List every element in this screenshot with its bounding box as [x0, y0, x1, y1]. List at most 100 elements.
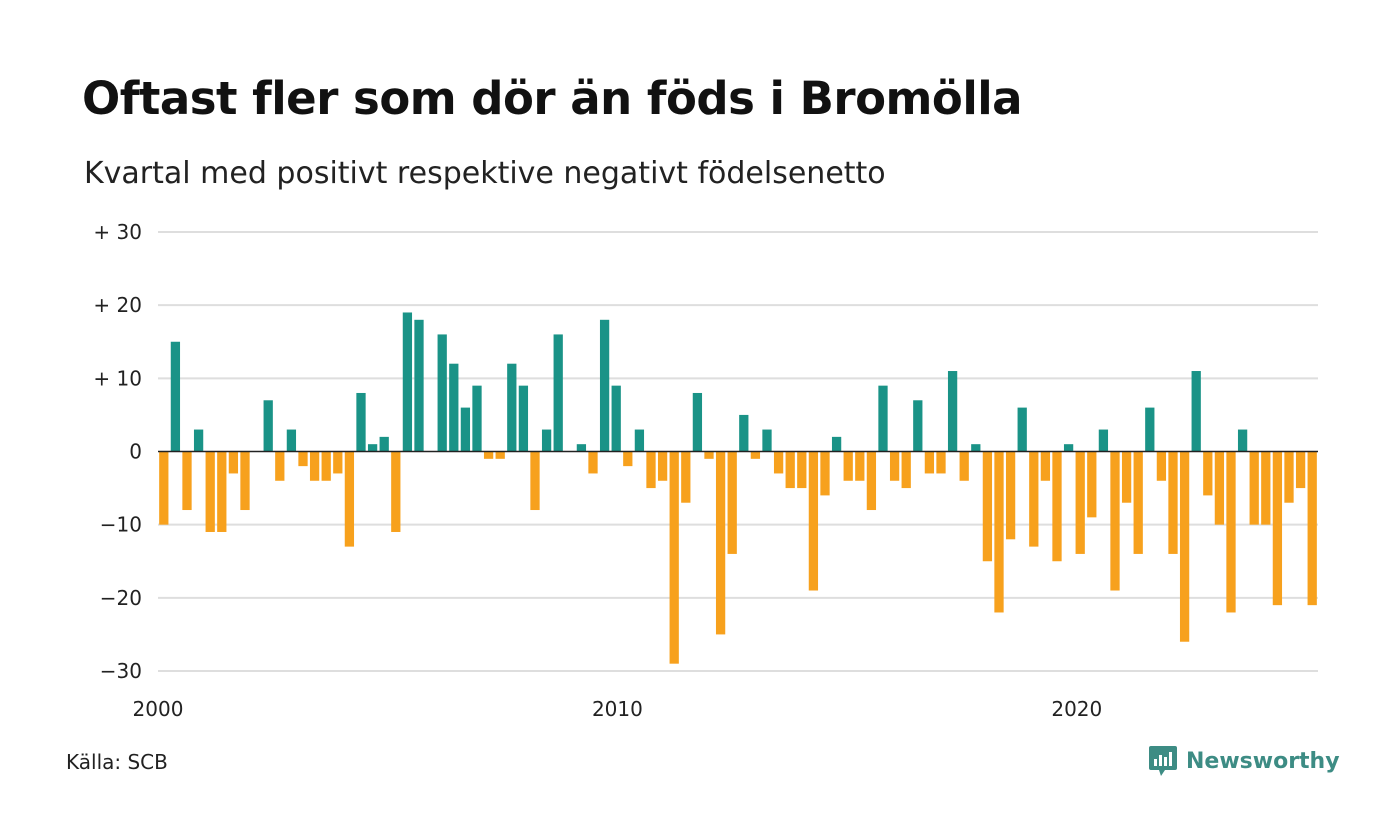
newsworthy-logo[interactable]: Newsworthy [1148, 744, 1340, 778]
bar [994, 451, 1004, 613]
bar [808, 451, 819, 591]
bar-chart: + 30 + 20 + 10 0 −10 −20 −30 2000 2010 2020 [93, 220, 1318, 721]
bar [530, 451, 540, 511]
bar [750, 451, 761, 459]
bar [797, 451, 807, 489]
bar [611, 385, 621, 452]
bar [681, 451, 691, 503]
bar [298, 451, 308, 467]
bar [646, 451, 656, 489]
bar [205, 451, 215, 532]
bar [356, 392, 366, 452]
bar [1110, 451, 1120, 591]
bar [669, 451, 679, 664]
source-label: Källa: SCB [66, 750, 168, 774]
bar [588, 451, 598, 474]
bar [437, 334, 447, 452]
bar [553, 334, 563, 452]
bar [982, 451, 993, 562]
bar [727, 451, 737, 554]
bar [1237, 429, 1248, 452]
bar [541, 429, 552, 452]
y-tick-label: −20 [100, 586, 142, 610]
bar [193, 429, 204, 452]
bar [971, 444, 981, 452]
gridlines [158, 231, 1318, 672]
bar [576, 444, 587, 452]
y-tick-label: −30 [100, 659, 142, 683]
bar [704, 451, 714, 459]
bar [843, 451, 853, 481]
bar [1075, 451, 1085, 554]
bar [275, 451, 285, 481]
bar [1005, 451, 1016, 540]
bar [1226, 451, 1236, 613]
chart-title: Oftast fler som dör än föds i Bromölla [82, 72, 1023, 125]
bar [1179, 451, 1190, 642]
chart-subtitle: Kvartal med positivt respektive negativt… [84, 156, 886, 191]
bar [1214, 451, 1225, 525]
bar [309, 451, 320, 481]
bar [878, 385, 888, 452]
bar [1191, 371, 1201, 452]
bar [1029, 451, 1039, 547]
bar [1272, 451, 1283, 606]
x-tick-label: 2000 [133, 697, 184, 721]
bar [739, 414, 749, 452]
bar [1249, 451, 1259, 525]
bar [1307, 451, 1317, 606]
bar [240, 451, 250, 511]
newsworthy-logo-icon [1149, 746, 1177, 776]
bar [1284, 451, 1294, 503]
bar [414, 319, 424, 452]
bars [158, 312, 1318, 664]
bar [367, 444, 378, 452]
bar [1017, 407, 1027, 452]
bar [831, 436, 842, 452]
bar [449, 363, 459, 452]
bar [1168, 451, 1178, 554]
bar [182, 451, 192, 511]
bar [913, 400, 923, 452]
bar [855, 451, 865, 481]
bar [472, 385, 482, 452]
bar [762, 429, 772, 452]
bar [623, 451, 633, 467]
y-tick-label: + 20 [93, 293, 142, 317]
bar [321, 451, 331, 481]
bar [785, 451, 795, 489]
bar [159, 451, 169, 525]
bar [866, 451, 877, 511]
bar [333, 451, 343, 474]
y-axis-ticks: + 30 + 20 + 10 0 −10 −20 −30 [93, 220, 142, 683]
bar [924, 451, 935, 474]
bar [263, 400, 273, 452]
bar [495, 451, 505, 459]
y-tick-label: + 10 [93, 366, 142, 390]
bar [460, 407, 471, 452]
bar [1052, 451, 1062, 562]
bar [286, 429, 297, 452]
bar [379, 436, 389, 452]
bar [1145, 407, 1155, 452]
bar [657, 451, 668, 481]
bar [715, 451, 726, 635]
bar [773, 451, 784, 474]
bar [1156, 451, 1167, 481]
bar [518, 385, 529, 452]
bar [402, 312, 413, 452]
bar [1040, 451, 1051, 481]
bar [936, 451, 946, 474]
bar [507, 363, 517, 452]
x-tick-label: 2020 [1051, 697, 1102, 721]
brand-name: Newsworthy [1186, 748, 1340, 774]
y-tick-label: −10 [100, 513, 142, 537]
bar [228, 451, 239, 474]
bar [1133, 451, 1143, 554]
bar [1261, 451, 1271, 525]
bar [599, 319, 610, 452]
bar [1098, 429, 1109, 452]
bar [483, 451, 494, 459]
bar [889, 451, 900, 481]
x-axis-ticks: 2000 2010 2020 [133, 697, 1103, 721]
